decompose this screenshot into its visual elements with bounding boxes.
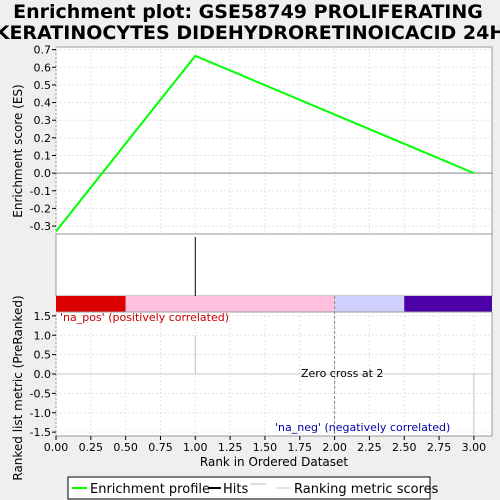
es-y-tick-label-5: 0.2 xyxy=(34,132,52,145)
es-y-tick-label-3: 0.4 xyxy=(34,97,52,110)
metric-y-axis-label: Ranked list metric (PreRanked) xyxy=(11,295,25,480)
es-panel xyxy=(55,46,493,235)
enrichment-profile-line-0 xyxy=(55,54,475,232)
metric-y-tick-label-1: 1.0 xyxy=(34,329,52,342)
x-tick-label-12: 3.00 xyxy=(462,441,487,454)
es-y-tick-label-6: 0.1 xyxy=(34,149,52,162)
color-bar-segment-3 xyxy=(404,296,492,312)
es-y-tick-label-2: 0.5 xyxy=(34,79,52,92)
metric-y-tick-label-4: -0.5 xyxy=(30,387,51,400)
legend-label-ranking-metric-scores: Ranking metric scores xyxy=(294,482,439,497)
metric-y-tick-label-2: 0.5 xyxy=(34,349,52,362)
metric-y-tick-label-0: 1.5 xyxy=(34,310,52,323)
x-tick-label-4: 1.00 xyxy=(183,441,208,454)
x-tick-label-6: 1.50 xyxy=(253,441,278,454)
es-y-tick-label-7: 0.0 xyxy=(34,167,52,180)
legend-label-enrichment-profile: Enrichment profile xyxy=(90,482,210,497)
x-tick-label-3: 0.75 xyxy=(148,441,173,454)
legend-label-hits: Hits xyxy=(223,482,248,497)
x-tick-label-9: 2.25 xyxy=(357,441,382,454)
x-tick-label-0: 0.00 xyxy=(44,441,69,454)
x-tick-label-1: 0.25 xyxy=(79,441,104,454)
rank-color-bar xyxy=(56,296,492,312)
x-axis-label: Rank in Ordered Dataset xyxy=(200,455,348,469)
es-y-tick-label-0: 0.7 xyxy=(34,44,52,57)
es-y-tick-label-9: -0.2 xyxy=(30,202,51,215)
es-y-tick-label-1: 0.6 xyxy=(34,61,52,74)
metric-y-tick-label-6: -1.5 xyxy=(30,426,51,439)
es-y-tick-label-4: 0.3 xyxy=(34,114,52,127)
zero-cross-label: Zero cross at 2 xyxy=(301,367,383,380)
metric-y-tick-label-5: -1.0 xyxy=(30,407,51,420)
x-tick-label-11: 2.75 xyxy=(427,441,452,454)
color-bar-segment-1 xyxy=(125,296,335,312)
hits-panel xyxy=(55,233,493,297)
es-y-axis-label: Enrichment score (ES) xyxy=(11,84,25,217)
x-tick-label-10: 2.50 xyxy=(392,441,417,454)
x-tick-label-7: 1.75 xyxy=(288,441,313,454)
chart-title-line-2: KERATINOCYTES DIDEHYDRORETINOICACID 24H xyxy=(0,22,500,44)
color-bar-segment-2 xyxy=(334,296,405,312)
chart-title-line-1: Enrichment plot: GSE58749 PROLIFERATING xyxy=(13,1,483,23)
legend: Enrichment profile Hits Ranking metric s… xyxy=(67,476,439,500)
es-y-tick-label-8: -0.1 xyxy=(30,185,51,198)
x-tick-label-8: 2.00 xyxy=(322,441,347,454)
x-tick-label-5: 1.25 xyxy=(218,441,243,454)
legend-box xyxy=(67,476,431,500)
es-y-tick-label-10: -0.3 xyxy=(30,220,51,233)
color-bar-segment-0 xyxy=(56,296,126,312)
positive-correlation-label: 'na_pos' (positively correlated) xyxy=(60,311,229,324)
metric-y-tick-label-3: 0.0 xyxy=(34,368,52,381)
negative-correlation-label: 'na_neg' (negatively correlated) xyxy=(275,421,450,434)
x-tick-label-2: 0.50 xyxy=(113,441,138,454)
